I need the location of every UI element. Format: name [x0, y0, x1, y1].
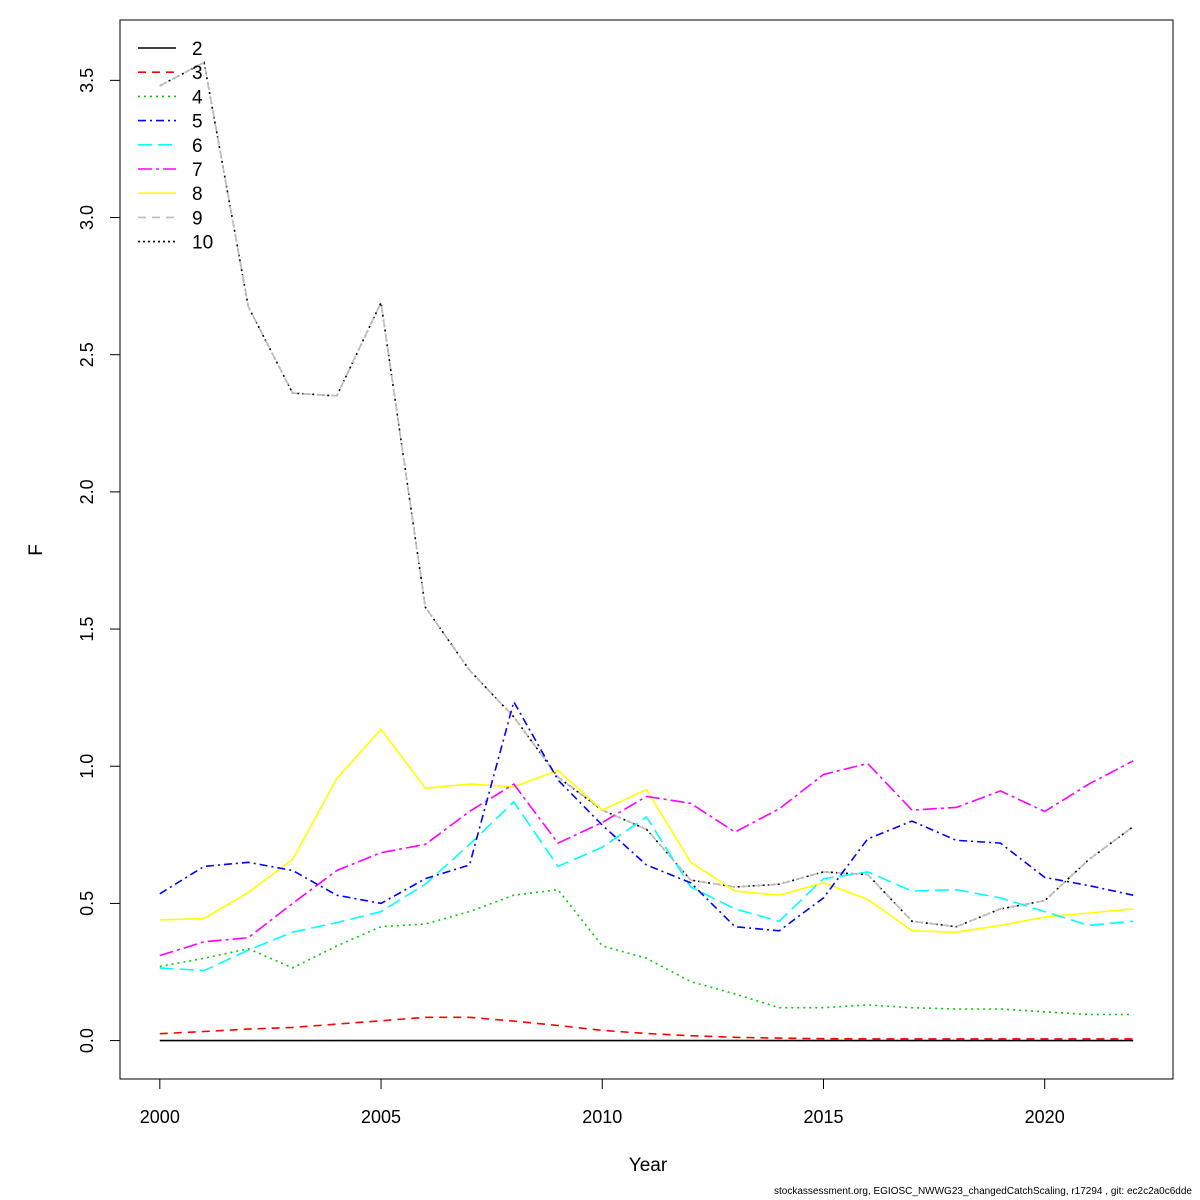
y-tick-label: 2.5 [77, 342, 97, 367]
legend-label-6: 6 [192, 136, 203, 157]
legend-label-2: 2 [192, 39, 203, 60]
legend-label-4: 4 [192, 87, 203, 108]
y-tick-label: 0.5 [77, 891, 97, 916]
series-line-6 [159, 800, 1134, 972]
footer-note: stockassessment.org, EGIOSC_NWWG23_chang… [774, 1186, 1192, 1197]
series-lines [159, 61, 1134, 1042]
y-tick-label: 1.5 [77, 617, 97, 642]
series-line-8 [159, 727, 1134, 934]
x-tick-label: 2020 [1025, 1107, 1065, 1127]
legend: 2 3 4 5 6 7 8 9 10 [138, 39, 213, 254]
legend-label-7: 7 [192, 160, 203, 181]
x-tick-label: 2005 [361, 1107, 401, 1127]
legend-label-3: 3 [192, 63, 203, 84]
y-tick-label: 0.0 [77, 1028, 97, 1053]
y-axis: 0.0 0.5 1.0 1.5 2.0 2.5 3.0 3.5 [77, 68, 121, 1053]
x-axis: 2000 2005 2010 2015 2020 [140, 1078, 1065, 1127]
legend-label-9: 9 [192, 208, 203, 229]
y-axis-title: F [26, 544, 47, 556]
x-tick-label: 2000 [140, 1107, 180, 1127]
series-line-7 [159, 760, 1134, 957]
x-tick-label: 2010 [582, 1107, 622, 1127]
y-tick-label: 3.5 [77, 68, 97, 93]
x-tick-label: 2015 [803, 1107, 843, 1127]
series-line-3 [159, 1016, 1134, 1040]
y-tick-label: 3.0 [77, 205, 97, 230]
series-line-9 [159, 61, 1134, 928]
legend-label-5: 5 [192, 112, 203, 133]
legend-label-10: 10 [192, 233, 213, 254]
y-tick-label: 2.0 [77, 479, 97, 504]
series-line-4 [159, 888, 1134, 1016]
legend-label-8: 8 [192, 184, 203, 205]
x-axis-title: Year [629, 1155, 668, 1176]
plot-frame [119, 19, 1174, 1080]
series-line-5 [159, 699, 1134, 932]
y-tick-label: 1.0 [77, 754, 97, 779]
